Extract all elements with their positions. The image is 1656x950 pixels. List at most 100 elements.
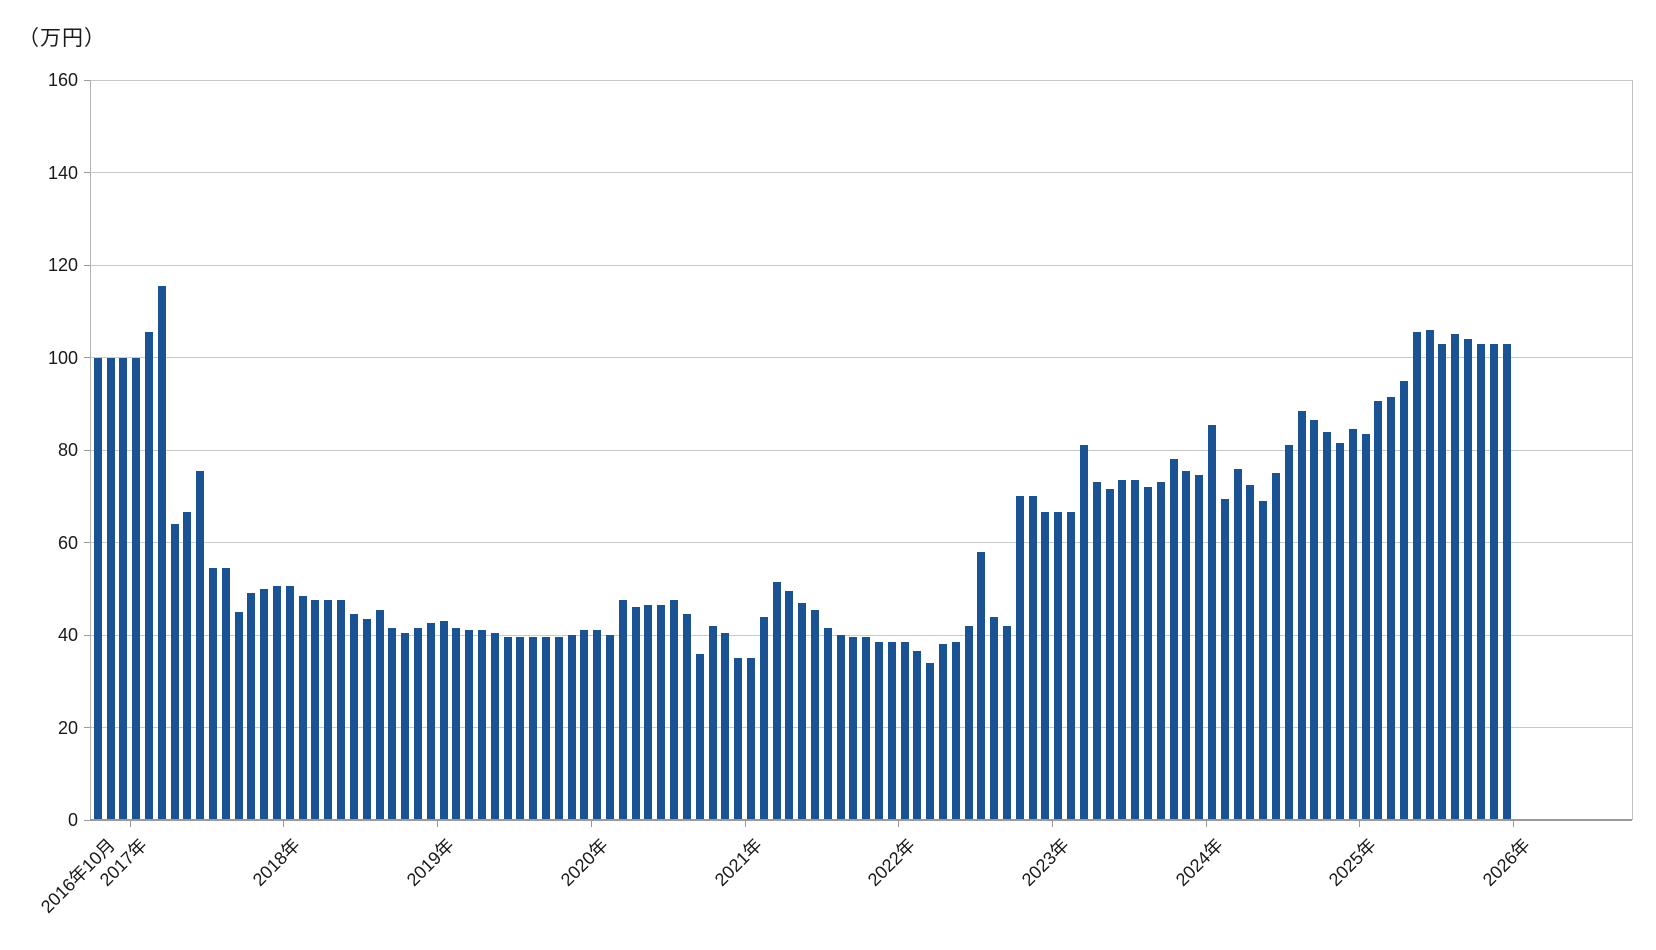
bar [1207, 424, 1216, 820]
y-gridline [90, 634, 1632, 636]
bar [644, 604, 653, 820]
x-axis-tick [1205, 821, 1207, 827]
bar [247, 593, 256, 820]
bar [1143, 487, 1152, 820]
bar [221, 567, 230, 820]
x-axis-tick-label: 2026年 [1478, 834, 1534, 891]
bar [708, 625, 717, 820]
bar [913, 651, 922, 820]
bar [887, 641, 896, 820]
bar [606, 635, 615, 820]
bar [823, 628, 832, 820]
y-gridline [90, 727, 1632, 728]
bar [1348, 429, 1357, 820]
bar [157, 285, 166, 820]
x-axis-line [90, 819, 1632, 821]
y-axis-tick-label: 0 [67, 810, 78, 830]
bar [862, 637, 871, 820]
y-axis-tick [84, 172, 90, 173]
x-axis-tick [744, 821, 746, 827]
bar [1271, 473, 1280, 820]
bar [401, 632, 410, 820]
bar [810, 609, 819, 820]
bar [1220, 498, 1229, 820]
x-axis-tick [437, 821, 439, 827]
bar [170, 524, 179, 820]
bar [145, 332, 153, 820]
bar [1246, 484, 1255, 820]
bar [631, 607, 640, 820]
y-axis-tick-label: 120 [47, 255, 78, 275]
x-axis-tick [129, 821, 131, 827]
bar [1476, 343, 1485, 820]
bar [1361, 433, 1370, 820]
bar [196, 470, 205, 820]
bar [1400, 380, 1409, 820]
bar [1092, 482, 1101, 820]
bar [106, 357, 115, 820]
bar [1412, 332, 1421, 820]
y-gridline [90, 264, 1632, 266]
bar [580, 630, 589, 820]
bar [273, 586, 282, 820]
x-axis-tick [1512, 821, 1514, 827]
y-axis-tick-label: 80 [57, 440, 78, 460]
bar [490, 632, 499, 820]
bar [234, 611, 243, 820]
x-axis-tick [898, 821, 900, 827]
bar [900, 641, 909, 820]
bar [746, 658, 755, 820]
y-gridline [90, 172, 1632, 173]
bar [772, 581, 781, 820]
bar [1105, 489, 1114, 820]
bar [1003, 625, 1012, 820]
bar [260, 588, 269, 820]
bar [1131, 480, 1140, 820]
y-axis-tick-label: 60 [57, 532, 78, 553]
bar [477, 630, 486, 820]
bar [926, 662, 935, 820]
y-gridline [90, 542, 1632, 543]
y-axis-tick [84, 542, 90, 543]
bar [324, 600, 333, 820]
y-axis-tick-label: 160 [47, 70, 78, 90]
bar [1233, 468, 1242, 820]
bar [349, 614, 358, 820]
y-axis-tick-label: 20 [57, 717, 78, 738]
bar [1028, 496, 1037, 820]
y-axis-tick [84, 819, 90, 821]
bar [426, 623, 435, 820]
bar [567, 635, 576, 820]
bar [1195, 475, 1204, 820]
bar [1169, 459, 1178, 820]
bar [529, 637, 538, 820]
bar [413, 628, 422, 820]
bar [542, 637, 551, 820]
bar [759, 616, 768, 820]
bar [503, 637, 512, 820]
bar [1079, 445, 1088, 820]
bar [337, 600, 346, 820]
bar [516, 637, 525, 820]
bar [439, 621, 448, 820]
x-axis-tick [283, 821, 285, 827]
bar [1425, 329, 1434, 820]
y-gridline [90, 79, 1632, 81]
bar [311, 600, 320, 820]
y-axis-unit-label: （万円） [18, 27, 106, 50]
bar [964, 625, 973, 820]
y-axis-tick [84, 634, 90, 636]
bar [1156, 482, 1165, 820]
x-axis-tick-label: 2018年 [249, 834, 305, 891]
bar [721, 632, 730, 820]
bar [132, 357, 141, 820]
bar [375, 609, 384, 820]
bar [939, 644, 948, 820]
x-axis-tick-label: 2020年 [556, 834, 612, 891]
bar [682, 614, 691, 820]
bar [298, 595, 307, 820]
bar [977, 551, 986, 820]
x-axis-tick [1359, 821, 1361, 827]
bar [1374, 401, 1383, 820]
